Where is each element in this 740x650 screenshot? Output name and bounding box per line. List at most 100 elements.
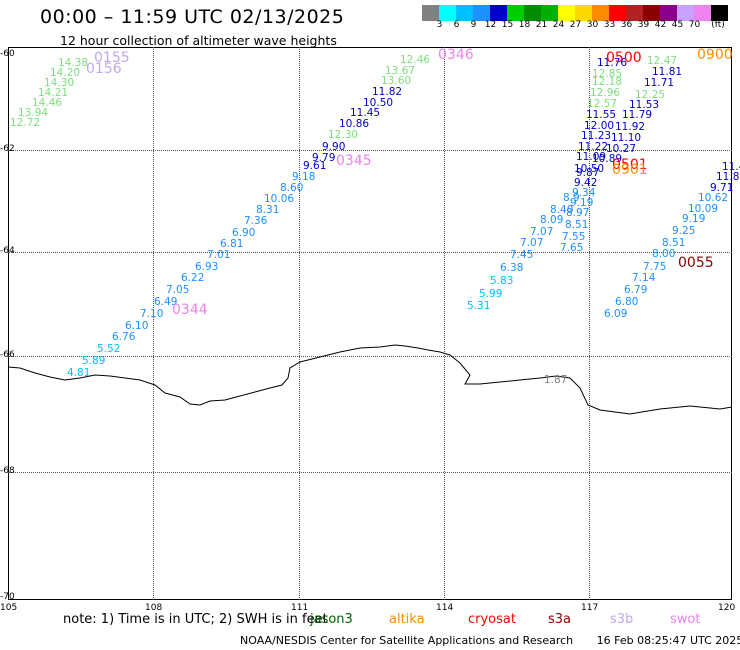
pass-time-label: 0055 <box>678 255 714 271</box>
scale-label: 3 <box>436 20 443 30</box>
scale-swatch <box>507 5 524 21</box>
pass-time-label: 0155 <box>94 50 130 66</box>
scale-swatch <box>422 5 439 21</box>
wave-height-label: 10.09 <box>688 203 719 215</box>
legend-cryosat: cryosat <box>468 612 516 627</box>
scale-label: 33 <box>603 20 616 30</box>
wave-height-label: 12.57 <box>587 98 618 110</box>
scale-swatch <box>524 5 541 21</box>
wave-height-label: 6.80 <box>615 296 639 308</box>
wave-height-label: 7.10 <box>140 308 164 320</box>
scale-label: 30 <box>586 20 599 30</box>
wave-height-label: 9.19 <box>570 197 594 209</box>
wave-height-label: 12.18 <box>592 76 623 88</box>
wave-height-label: 13.94 <box>18 107 49 119</box>
wave-height-label: 11.71 <box>644 77 675 89</box>
scale-swatch <box>592 5 609 21</box>
scale-swatch <box>575 5 592 21</box>
wave-height-label: 8.09 <box>540 214 564 226</box>
wave-height-label: 10.86 <box>339 118 370 130</box>
longitude-gridline <box>589 47 590 600</box>
latitude-label: -64 <box>0 246 15 256</box>
scale-swatch <box>456 5 473 21</box>
legend-s3b: s3b <box>610 612 634 627</box>
map-subtitle: 12 hour collection of altimeter wave hei… <box>60 33 337 48</box>
wave-height-label: 7.14 <box>632 272 656 284</box>
latitude-gridline <box>8 356 732 357</box>
wave-height-label: 6.76 <box>112 331 136 343</box>
wave-height-label: 11.10 <box>611 132 642 144</box>
wave-height-label: 9.87 <box>576 167 600 179</box>
wave-height-label: 10.27 <box>606 143 637 155</box>
scale-label: 24 <box>552 20 565 30</box>
wave-height-label: 11.4 <box>722 161 740 173</box>
scale-unit-label: (ft) <box>711 20 725 30</box>
scale-swatch <box>609 5 626 21</box>
wave-height-label: 6.79 <box>624 284 648 296</box>
wave-height-label: 6.90 <box>232 227 256 239</box>
latitude-gridline <box>8 150 732 151</box>
wave-height-label: 11.09 <box>576 151 607 163</box>
longitude-label: 105 <box>0 603 18 613</box>
wave-height-label: 12.96 <box>590 87 621 99</box>
wave-height-label: 12.85 <box>592 68 623 80</box>
wave-height-label: 5.99 <box>479 288 503 300</box>
scale-swatch <box>558 5 575 21</box>
wave-height-label: 14.38 <box>58 57 89 69</box>
pass-time-label: 0346 <box>438 47 474 63</box>
wave-height-label: 10.06 <box>264 193 295 205</box>
wave-height-label: 11.22 <box>578 141 609 153</box>
wave-height-label: 8.00 <box>652 248 676 260</box>
wave-height-label: 8.51 <box>565 219 589 231</box>
wave-height-label: 6.09 <box>604 308 628 320</box>
wave-height-label: 9.61 <box>303 160 327 172</box>
wave-height-scale-labels: 3 6 9 12 15 18 21 24 27 30 33 36 39 42 45 70 (ft) <box>422 20 728 34</box>
wave-height-label: 7.07 <box>530 226 554 238</box>
scale-label: 70 <box>688 20 701 30</box>
scale-label: 9 <box>470 20 477 30</box>
map-title: 00:00 – 11:59 UTC 02/13/2025 <box>40 6 345 28</box>
legend-swot: swot <box>670 612 701 627</box>
wave-height-label: 9.34 <box>572 187 596 199</box>
scale-swatch <box>490 5 507 21</box>
latitude-label: -60 <box>0 49 15 59</box>
legend-altika: altika <box>389 612 425 627</box>
latitude-label: -70 <box>0 592 15 602</box>
wave-height-label: 11.81 <box>652 66 683 78</box>
wave-height-label: 14.46 <box>32 97 63 109</box>
pass-time-label: 0500 <box>606 50 642 66</box>
wave-height-label: 11.53 <box>629 99 660 111</box>
wave-height-label: 9.90 <box>322 141 346 153</box>
wave-height-label: 8.40 <box>550 204 574 216</box>
wave-height-label: 11.92 <box>615 121 646 133</box>
footer-timestamp: 16 Feb 08:25:47 UTC 2025 <box>596 634 740 647</box>
wave-height-label: 14.20 <box>50 67 81 79</box>
scale-swatch <box>677 5 694 21</box>
wave-height-label: 6.22 <box>181 272 205 284</box>
wave-height-color-scale <box>422 5 728 21</box>
wave-height-label: 6.10 <box>125 320 149 332</box>
wave-height-label: 5.31 <box>467 300 491 312</box>
wave-height-label: 11.55 <box>586 109 617 121</box>
longitude-label: 117 <box>581 603 599 613</box>
wave-height-label: 9.79 <box>312 152 336 164</box>
wave-height-label: 7.07 <box>520 237 544 249</box>
pass-time-label: 0345 <box>336 153 372 169</box>
wave-height-label: 5.52 <box>97 343 121 355</box>
wave-height-label: 9.42 <box>574 177 598 189</box>
map-plot-area <box>8 47 732 600</box>
scale-label: 12 <box>484 20 497 30</box>
pass-time-label: 0156 <box>86 61 122 77</box>
wave-height-label: 8.51 <box>662 237 686 249</box>
wave-height-label: 6.93 <box>195 261 219 273</box>
wave-height-label: 10.50 <box>574 163 605 175</box>
wave-height-label: 12.47 <box>647 55 678 67</box>
wave-height-label: 8.31 <box>256 204 280 216</box>
wave-height-label: 12.30 <box>328 129 359 141</box>
scale-swatch <box>694 5 711 21</box>
footer-credit: NOAA/NESDIS Center for Satellite Applica… <box>240 634 574 647</box>
wave-height-label: 14.30 <box>44 77 75 89</box>
scale-label: 18 <box>518 20 531 30</box>
scale-swatch <box>439 5 456 21</box>
